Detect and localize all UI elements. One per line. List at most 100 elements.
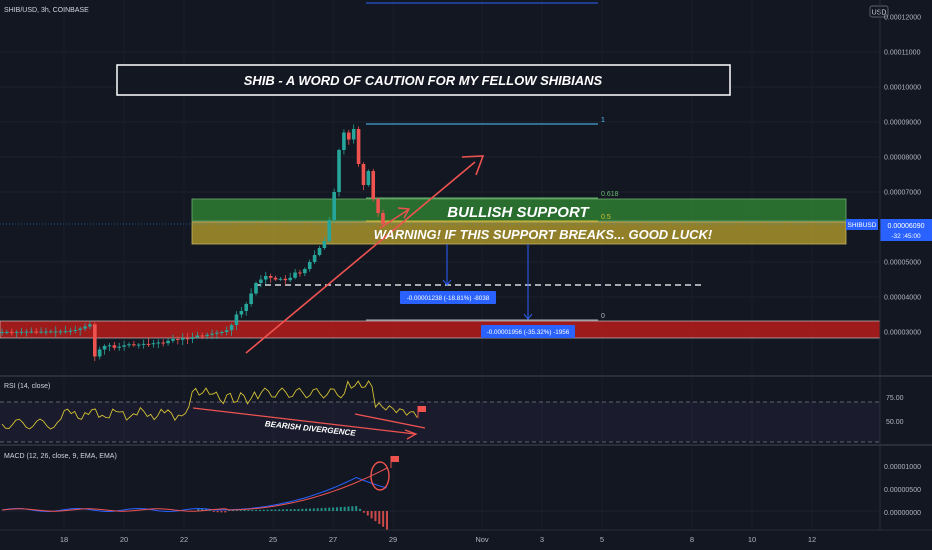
candle-body[interactable] [356, 129, 361, 164]
candle-body[interactable] [44, 331, 48, 333]
candle-body[interactable] [63, 331, 68, 333]
macd-bar [197, 508, 200, 511]
candle-body[interactable] [273, 277, 278, 280]
candle-body[interactable] [88, 324, 92, 327]
candle-body[interactable] [0, 332, 4, 333]
candle-body[interactable] [317, 248, 322, 255]
macd-bar [258, 509, 261, 511]
measure-label-box-2 [481, 325, 575, 338]
candle-body[interactable] [220, 332, 224, 333]
candle-body[interactable] [161, 342, 165, 344]
small-red-arrow-head [397, 207, 411, 219]
candle-body[interactable] [53, 331, 58, 333]
candle-body[interactable] [361, 164, 366, 185]
candle-body[interactable] [342, 132, 346, 151]
candle-body[interactable] [249, 293, 253, 305]
time-tick: 18 [60, 535, 68, 544]
candle-body[interactable] [58, 331, 63, 333]
candle-body[interactable] [146, 343, 151, 345]
candle-body[interactable] [239, 311, 244, 315]
bullish-support-label: BULLISH SUPPORT [447, 204, 590, 221]
candle-body[interactable] [312, 255, 317, 262]
candle-body[interactable] [322, 241, 327, 248]
candle-body[interactable] [381, 213, 385, 224]
candle-body[interactable] [293, 272, 297, 278]
candle-body[interactable] [117, 346, 122, 348]
candle-body[interactable] [34, 331, 38, 333]
candle-body[interactable] [180, 338, 185, 340]
candle-body[interactable] [166, 340, 170, 344]
candle-body[interactable] [132, 344, 136, 346]
candle-body[interactable] [268, 276, 273, 278]
candle-body[interactable] [102, 346, 107, 350]
candle-body[interactable] [5, 331, 9, 333]
macd-bar [201, 508, 204, 511]
candle-body[interactable] [298, 272, 302, 274]
candle-body[interactable] [9, 331, 14, 333]
candle-body[interactable] [205, 334, 209, 337]
candle-body[interactable] [68, 330, 73, 332]
macd-bar [328, 507, 331, 511]
candle-body[interactable] [24, 331, 29, 333]
candle-body[interactable] [122, 345, 126, 347]
candle-body[interactable] [278, 278, 283, 280]
candle-body[interactable] [376, 199, 380, 213]
candle-body[interactable] [371, 171, 376, 199]
candle-body[interactable] [176, 339, 180, 340]
candle-body[interactable] [332, 192, 336, 220]
candle-body[interactable] [224, 330, 229, 332]
macd-bar [232, 510, 234, 511]
candle-body[interactable] [283, 278, 288, 281]
candle-body[interactable] [39, 331, 43, 333]
macd-bar [289, 509, 292, 511]
candle-body[interactable] [229, 325, 234, 331]
candle-body[interactable] [83, 326, 87, 329]
candlestick-series[interactable] [0, 124, 385, 362]
candle-body[interactable] [73, 329, 78, 331]
candle-body[interactable] [351, 129, 356, 140]
candle-body[interactable] [244, 304, 249, 311]
macd-bar [301, 508, 304, 511]
candle-body[interactable] [14, 331, 19, 333]
candle-body[interactable] [288, 277, 292, 281]
candle-body[interactable] [127, 344, 131, 346]
candle-body[interactable] [210, 333, 214, 335]
candle-body[interactable] [49, 331, 53, 333]
candle-body[interactable] [366, 171, 371, 185]
candle-body[interactable] [19, 331, 24, 333]
currency-box[interactable] [869, 5, 889, 18]
candle-body[interactable] [200, 335, 205, 337]
candle-body[interactable] [327, 220, 332, 241]
candle-body[interactable] [156, 342, 161, 344]
candle-body[interactable] [107, 345, 112, 347]
candle-body[interactable] [97, 349, 102, 357]
candle-body[interactable] [29, 331, 34, 333]
candle-body[interactable] [254, 283, 258, 294]
candle-body[interactable] [141, 343, 146, 345]
candle-body[interactable] [347, 132, 351, 140]
fib-label-1: 1 [601, 117, 605, 124]
candle-body[interactable] [259, 279, 263, 284]
candle-body[interactable] [78, 328, 82, 330]
candle-body[interactable] [234, 314, 239, 326]
candle-body[interactable] [190, 337, 195, 339]
candle-body[interactable] [151, 343, 156, 345]
macd-bar [374, 511, 377, 522]
candle-body[interactable] [185, 338, 190, 340]
candle-body[interactable] [171, 339, 175, 341]
candle-body[interactable] [195, 335, 200, 338]
candle-body[interactable] [303, 269, 307, 274]
candle-body[interactable] [136, 344, 141, 346]
rsi-tick-75: 75.00 [886, 395, 904, 402]
candle-body[interactable] [215, 332, 219, 334]
rsi-label: RSI (14, close) [4, 383, 50, 390]
candle-body[interactable] [337, 150, 341, 192]
macd-histogram [197, 506, 388, 530]
candle-body[interactable] [112, 345, 117, 348]
macd-bar [216, 511, 219, 513]
price-tag: 0.00006090 [888, 223, 925, 230]
candle-body[interactable] [263, 276, 268, 280]
candle-body[interactable] [93, 324, 97, 357]
candle-body[interactable] [307, 262, 312, 269]
